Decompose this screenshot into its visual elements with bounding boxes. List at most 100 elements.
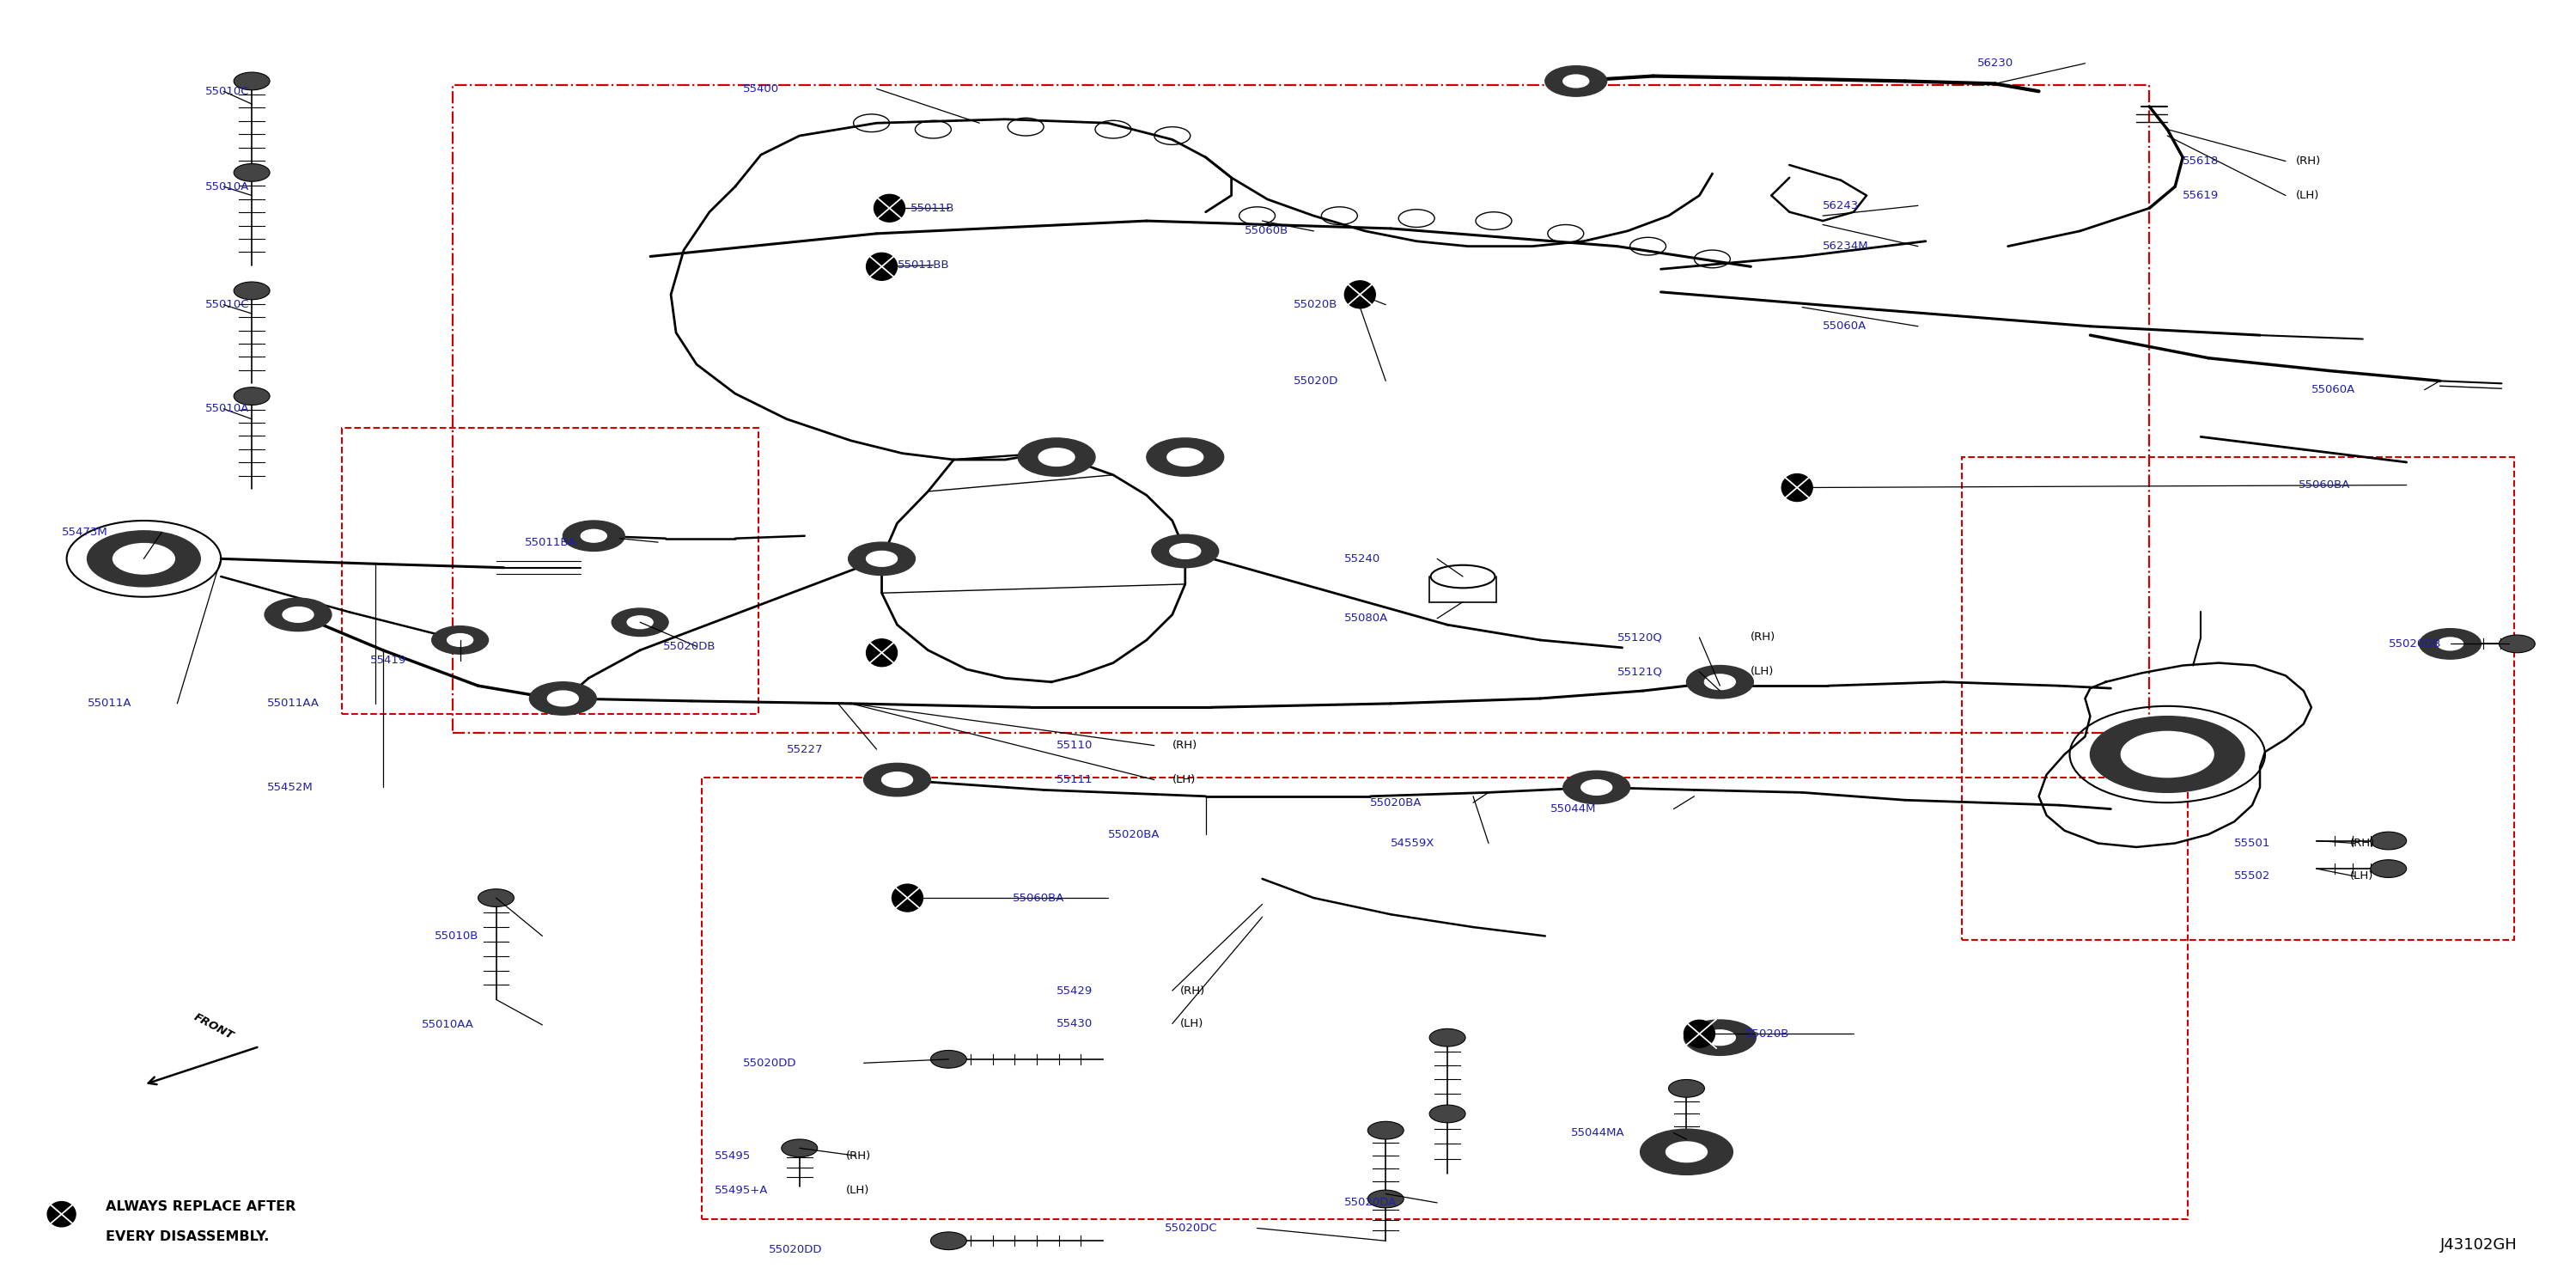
Text: 55227: 55227 (786, 743, 824, 755)
Circle shape (1564, 771, 1631, 805)
Ellipse shape (46, 1201, 75, 1227)
Circle shape (930, 1051, 966, 1068)
Text: (LH): (LH) (1752, 667, 1775, 677)
Circle shape (611, 608, 667, 636)
Circle shape (1151, 534, 1218, 567)
Circle shape (283, 607, 314, 622)
Circle shape (1170, 543, 1200, 558)
Bar (1963, 458, 2514, 940)
Text: 55020DA: 55020DA (1345, 1197, 1396, 1209)
Text: 55010A: 55010A (206, 181, 250, 193)
Text: 55080A: 55080A (1345, 613, 1388, 623)
Text: (LH): (LH) (1180, 1017, 1203, 1029)
Circle shape (549, 691, 580, 706)
Circle shape (1687, 666, 1754, 699)
Text: 55060A: 55060A (2311, 384, 2354, 395)
Text: 56234M: 56234M (1824, 241, 1868, 252)
Text: (RH): (RH) (845, 1150, 871, 1162)
Text: (RH): (RH) (1180, 986, 1206, 996)
Text: 55495+A: 55495+A (714, 1184, 768, 1196)
Circle shape (1564, 75, 1589, 88)
Bar (343, 428, 757, 714)
Circle shape (1669, 1080, 1705, 1098)
Circle shape (930, 1232, 966, 1250)
Circle shape (781, 1140, 817, 1156)
Text: 55020D: 55020D (1293, 375, 1337, 386)
Circle shape (531, 682, 595, 715)
Text: 55495: 55495 (714, 1150, 752, 1162)
Text: 55400: 55400 (742, 83, 778, 94)
Text: 55121Q: 55121Q (1618, 667, 1662, 677)
Circle shape (2419, 629, 2481, 659)
Circle shape (2437, 638, 2463, 650)
Circle shape (1167, 449, 1203, 467)
Text: (LH): (LH) (845, 1184, 868, 1196)
Text: FRONT: FRONT (191, 1011, 234, 1042)
Text: (RH): (RH) (2295, 156, 2321, 167)
Text: 55020DB: 55020DB (2388, 639, 2442, 649)
Circle shape (1705, 1030, 1736, 1045)
Circle shape (1582, 780, 1613, 796)
Text: 55060BA: 55060BA (1012, 892, 1064, 904)
Text: 55618: 55618 (2182, 156, 2218, 167)
Circle shape (881, 773, 912, 788)
Circle shape (2120, 732, 2213, 778)
Bar (453, 85, 2148, 733)
Circle shape (1430, 1105, 1466, 1123)
Text: 55010AA: 55010AA (422, 1019, 474, 1030)
Circle shape (1705, 674, 1736, 690)
Circle shape (479, 889, 515, 907)
Text: 55020BA: 55020BA (1108, 829, 1159, 840)
Circle shape (848, 542, 914, 575)
Circle shape (234, 163, 270, 181)
Circle shape (1685, 1020, 1757, 1056)
Text: 55502: 55502 (2233, 871, 2269, 882)
Text: (LH): (LH) (1172, 774, 1195, 785)
Circle shape (582, 529, 605, 542)
Circle shape (564, 520, 623, 551)
Circle shape (863, 764, 930, 797)
Text: 55011A: 55011A (88, 697, 131, 709)
Text: 55020DC: 55020DC (1164, 1223, 1218, 1234)
Text: (RH): (RH) (1172, 739, 1198, 751)
Circle shape (2370, 831, 2406, 849)
Text: 56243: 56243 (1824, 200, 1860, 212)
Text: 55429: 55429 (1056, 986, 1092, 996)
Text: 55060B: 55060B (1244, 226, 1288, 237)
Text: EVERY DISASSEMBLY.: EVERY DISASSEMBLY. (106, 1230, 268, 1243)
Text: (LH): (LH) (2295, 190, 2318, 201)
Circle shape (234, 282, 270, 300)
Circle shape (2370, 859, 2406, 877)
Circle shape (234, 73, 270, 91)
Text: 55010C: 55010C (206, 85, 250, 97)
Text: (RH): (RH) (1752, 632, 1775, 643)
Circle shape (1038, 449, 1074, 467)
Text: 55011B: 55011B (909, 203, 953, 214)
Circle shape (88, 530, 201, 586)
Circle shape (1146, 439, 1224, 476)
Ellipse shape (873, 195, 904, 222)
Text: 55020DD: 55020DD (768, 1244, 822, 1256)
Circle shape (2499, 635, 2535, 653)
Text: 55452M: 55452M (268, 782, 314, 793)
Text: 55044MA: 55044MA (1571, 1127, 1625, 1139)
Text: (LH): (LH) (2349, 871, 2372, 882)
Text: 55060A: 55060A (1824, 321, 1868, 332)
Text: 55111: 55111 (1056, 774, 1092, 785)
Circle shape (448, 634, 474, 646)
Text: 55619: 55619 (2182, 190, 2218, 201)
Text: 55011AA: 55011AA (268, 697, 319, 709)
Text: 55020BA: 55020BA (1370, 797, 1422, 808)
Text: (RH): (RH) (2349, 838, 2375, 849)
Circle shape (433, 626, 489, 654)
Circle shape (2089, 717, 2244, 793)
Circle shape (1430, 1029, 1466, 1047)
Circle shape (1641, 1130, 1734, 1174)
Text: 55010A: 55010A (206, 403, 250, 414)
Text: 55020DD: 55020DD (742, 1057, 796, 1068)
Text: 55010C: 55010C (206, 300, 250, 310)
Ellipse shape (1783, 474, 1814, 501)
Circle shape (1667, 1142, 1708, 1162)
Text: 55011BB: 55011BB (896, 260, 948, 270)
Bar (701, 778, 2187, 1219)
